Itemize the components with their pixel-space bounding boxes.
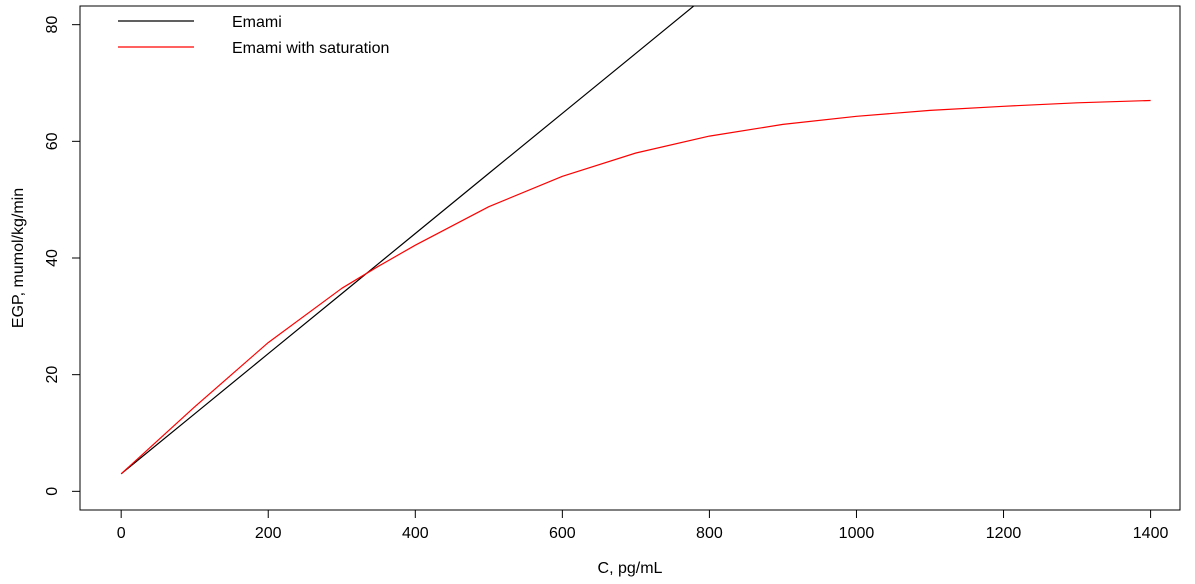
x-tick-label: 1200 bbox=[986, 525, 1022, 542]
series-layer bbox=[120, 6, 1151, 475]
x-tick-label: 1400 bbox=[1133, 525, 1169, 542]
x-tick-label: 600 bbox=[549, 525, 576, 542]
legend-label: Emami bbox=[232, 14, 282, 31]
legend: Emami Emami with saturation bbox=[118, 14, 389, 57]
series-line-emami-with-saturation bbox=[120, 99, 1151, 475]
plot-frame bbox=[79, 5, 1181, 511]
x-tick-label: 400 bbox=[402, 525, 429, 542]
y-tick-label: 0 bbox=[44, 487, 61, 496]
y-axis: 0 20 40 60 80 bbox=[44, 16, 81, 496]
x-tick-label: 800 bbox=[696, 525, 723, 542]
x-tick-label: 0 bbox=[117, 525, 126, 542]
y-tick-label: 20 bbox=[44, 366, 61, 384]
x-tick-label: 200 bbox=[255, 525, 282, 542]
y-tick-label: 60 bbox=[44, 132, 61, 150]
y-axis-title: EGP, mumol/kg/min bbox=[10, 188, 27, 328]
y-tick-label: 40 bbox=[44, 249, 61, 267]
legend-label: Emami with saturation bbox=[232, 40, 389, 57]
x-tick-label: 1000 bbox=[839, 525, 875, 542]
x-axis: 0 200 400 600 800 1000 1200 1400 bbox=[117, 509, 1169, 542]
x-axis-title: C, pg/mL bbox=[598, 560, 663, 577]
y-tick-label: 80 bbox=[44, 16, 61, 34]
series-line-emami bbox=[120, 6, 695, 475]
